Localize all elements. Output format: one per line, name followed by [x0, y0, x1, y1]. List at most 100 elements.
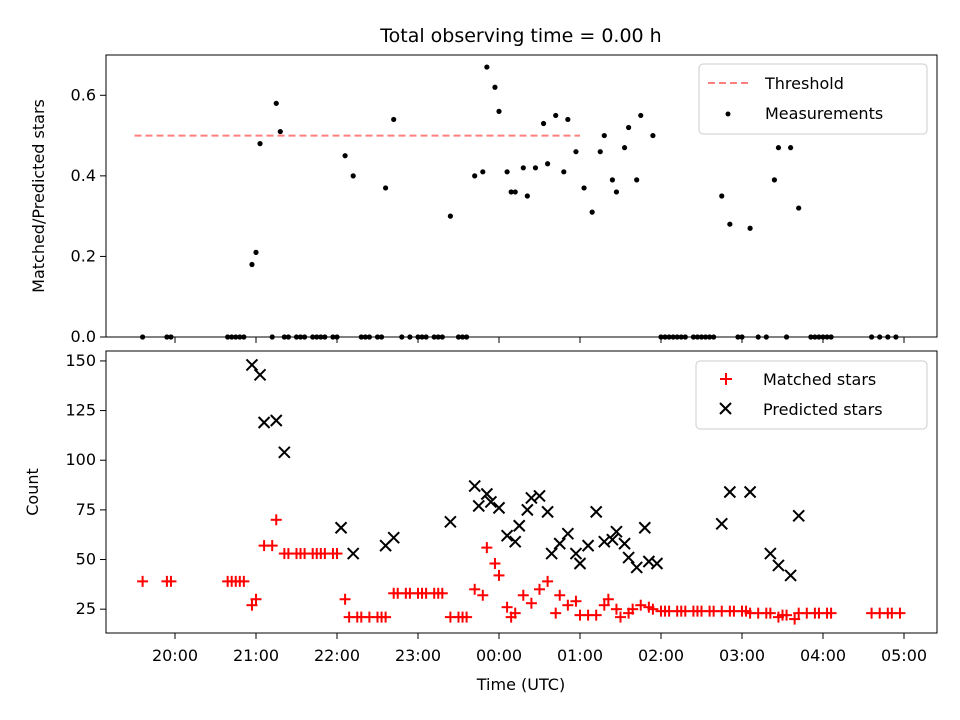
matched-star-marker	[789, 613, 801, 625]
predicted-star-marker	[715, 517, 728, 530]
bottom-x-tick-label: 05:00	[881, 646, 927, 665]
measurement-point	[589, 209, 595, 215]
matched-star-marker	[570, 595, 582, 607]
matched-star-marker	[542, 575, 554, 587]
predicted-star-marker	[784, 569, 797, 582]
top-y-tick-label: 0.2	[71, 246, 96, 265]
measurement-point	[658, 334, 664, 340]
measurement-point	[302, 334, 308, 340]
measurement-point	[257, 141, 263, 147]
measurement-point	[638, 112, 644, 119]
predicted-star-marker	[492, 501, 506, 515]
bottom-y-tick-label: 150	[65, 351, 96, 370]
predicted-star-marker	[581, 539, 595, 552]
measurement-point	[796, 205, 802, 211]
matched-star-marker	[562, 599, 574, 611]
top-panel: 0.0 0.2 0.4 0.6	[71, 54, 938, 346]
measurement-point	[241, 334, 247, 340]
measurement-point	[277, 128, 283, 135]
bottom-x-tick-label: 02:00	[638, 646, 684, 665]
predicted-star-marker	[606, 533, 619, 546]
predicted-star-marker	[541, 505, 554, 519]
measurement-point	[253, 249, 259, 255]
measurement-point	[504, 169, 510, 175]
matched-star-marker	[339, 593, 351, 605]
bottom-x-tick-label: 22:00	[314, 646, 360, 665]
legend-measurements-label: Measurements	[765, 104, 883, 123]
measurement-point	[439, 334, 445, 340]
matched-star-marker	[647, 603, 659, 615]
bottom-y-tick-label: 25	[76, 599, 96, 618]
bottom-x-tick-label: 01:00	[557, 646, 603, 665]
measurement-point	[293, 334, 300, 340]
predicted-star-marker	[569, 547, 583, 560]
measurement-point	[820, 334, 826, 340]
top-y-axis-label: Matched/Predicted stars	[29, 99, 48, 293]
measurement-point	[747, 225, 753, 231]
measurement-point	[601, 132, 607, 139]
measurement-point	[508, 189, 514, 195]
top-legend: Threshold Measurements	[698, 63, 928, 135]
measurement-point	[824, 334, 830, 340]
matched-star-marker	[598, 599, 610, 611]
predicted-star-marker	[468, 479, 481, 493]
measurement-point	[237, 334, 243, 340]
measurement-point	[711, 334, 717, 340]
bottom-x-tick-label: 23:00	[395, 646, 441, 665]
predicted-star-marker	[508, 535, 522, 548]
measurement-point	[545, 161, 551, 167]
measurement-point	[702, 334, 709, 340]
predicted-star-marker	[500, 529, 514, 542]
predicted-star-marker	[630, 561, 643, 574]
measurement-point	[415, 334, 421, 340]
matched-star-marker	[554, 589, 566, 601]
measurement-point	[342, 153, 348, 159]
measurement-point	[249, 261, 255, 268]
bottom-x-tick-label: 20:00	[152, 646, 198, 665]
measurement-point	[168, 334, 174, 340]
measurement-point	[893, 334, 899, 340]
measurement-point	[626, 124, 632, 131]
bottom-y-tick-label: 100	[65, 450, 96, 469]
bottom-plot-frame	[105, 350, 938, 634]
predicted-star-marker	[257, 416, 271, 429]
measurement-point	[281, 334, 287, 340]
measurement-point	[707, 334, 713, 340]
predicted-star-marker	[764, 547, 777, 560]
measurement-point	[565, 116, 571, 123]
measurement-point	[727, 221, 733, 227]
matched-star-marker	[627, 603, 639, 615]
predicted-star-marker	[610, 525, 623, 538]
bottom-panel: 25 50 75 100 125 150 20:00 21:00 22:00 23:00 00:0…	[65, 350, 938, 665]
top-y-tick-label: 0.6	[71, 85, 96, 104]
legend-threshold-label: Threshold	[764, 74, 844, 93]
matched-star-marker	[525, 597, 537, 609]
matched-star-marker	[501, 601, 513, 613]
measurement-point	[383, 185, 389, 191]
measurement-point	[225, 334, 231, 340]
measurement-point	[322, 334, 328, 340]
top-y-tick-label: 0.4	[71, 166, 96, 185]
matched-star-marker	[825, 607, 837, 619]
bottom-x-tick-label: 00:00	[476, 646, 522, 665]
legend-matched-label: Matched stars	[763, 370, 876, 389]
matched-star-marker	[615, 611, 626, 623]
matched-star-marker	[481, 542, 493, 554]
matched-star-marker	[493, 569, 505, 581]
top-chart-title: Total observing time = 0.00 h	[379, 25, 661, 47]
predicted-star-marker	[545, 547, 558, 560]
predicted-star-marker	[723, 485, 737, 499]
matched-star-marker	[331, 548, 343, 560]
bottom-y-tick-label: 50	[76, 550, 96, 569]
legend-matched-swatch	[720, 373, 732, 385]
predicted-star-marker	[743, 485, 757, 499]
measurement-point	[698, 334, 705, 340]
measurement-point	[399, 334, 405, 340]
measurement-point	[334, 334, 340, 340]
bottom-legend-box	[695, 360, 928, 430]
measurement-point	[431, 334, 437, 340]
measurement-point	[682, 334, 688, 340]
measurement-point	[407, 334, 413, 340]
predicted-star-marker	[253, 368, 267, 382]
bottom-legend: Matched stars Predicted stars	[695, 360, 928, 430]
